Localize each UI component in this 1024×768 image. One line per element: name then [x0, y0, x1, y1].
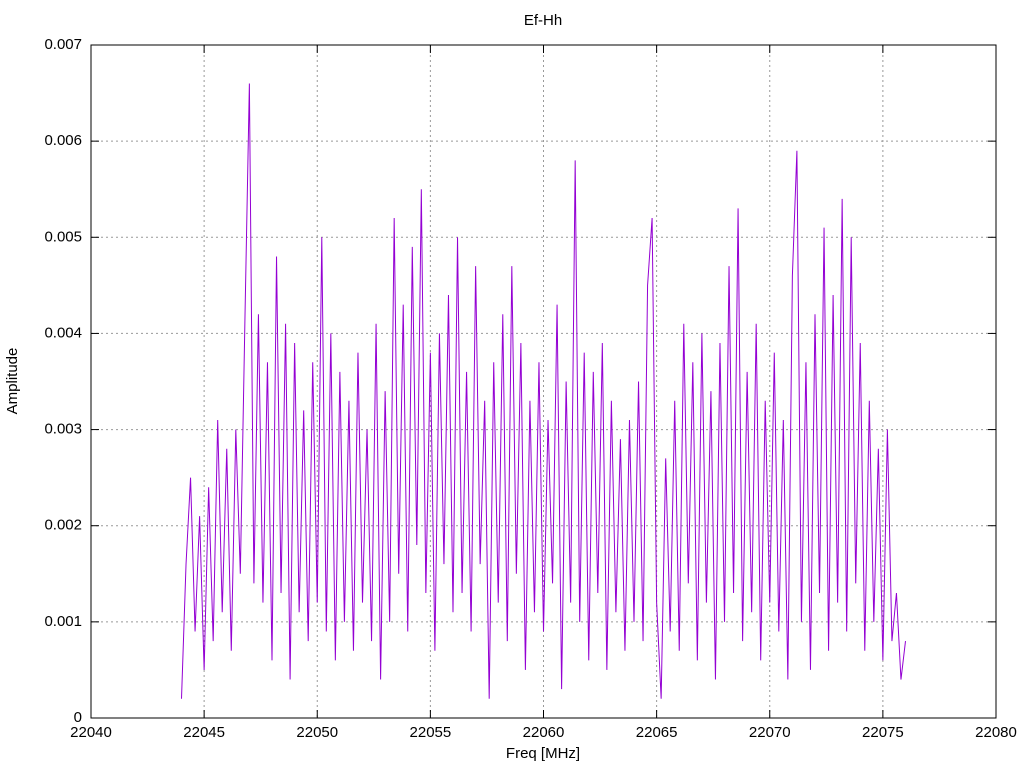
x-tick-label: 22050: [296, 724, 338, 741]
data-line: [181, 83, 906, 699]
x-tick-label: 22060: [523, 724, 565, 741]
y-tick-label: 0.007: [44, 36, 82, 53]
y-tick-label: 0.001: [44, 613, 82, 630]
x-tick-label: 22075: [862, 724, 904, 741]
y-tick-label: 0.005: [44, 228, 82, 245]
chart-title: Ef-Hh: [524, 12, 562, 29]
y-tick-label: 0.004: [44, 324, 82, 341]
x-tick-label: 22065: [636, 724, 678, 741]
x-tick-label: 22040: [70, 724, 112, 741]
y-tick-label: 0: [74, 709, 82, 726]
x-axis-label: Freq [MHz]: [506, 745, 580, 762]
x-tick-label: 22070: [749, 724, 791, 741]
y-tick-label: 0.002: [44, 517, 82, 534]
x-tick-label: 22080: [975, 724, 1017, 741]
x-tick-label: 22055: [410, 724, 452, 741]
y-axis-label: Amplitude: [4, 348, 21, 415]
plot-border: [90, 44, 997, 719]
y-tick-label: 0.006: [44, 132, 82, 149]
y-tick-label: 0.003: [44, 421, 82, 438]
x-tick-label: 22045: [183, 724, 225, 741]
